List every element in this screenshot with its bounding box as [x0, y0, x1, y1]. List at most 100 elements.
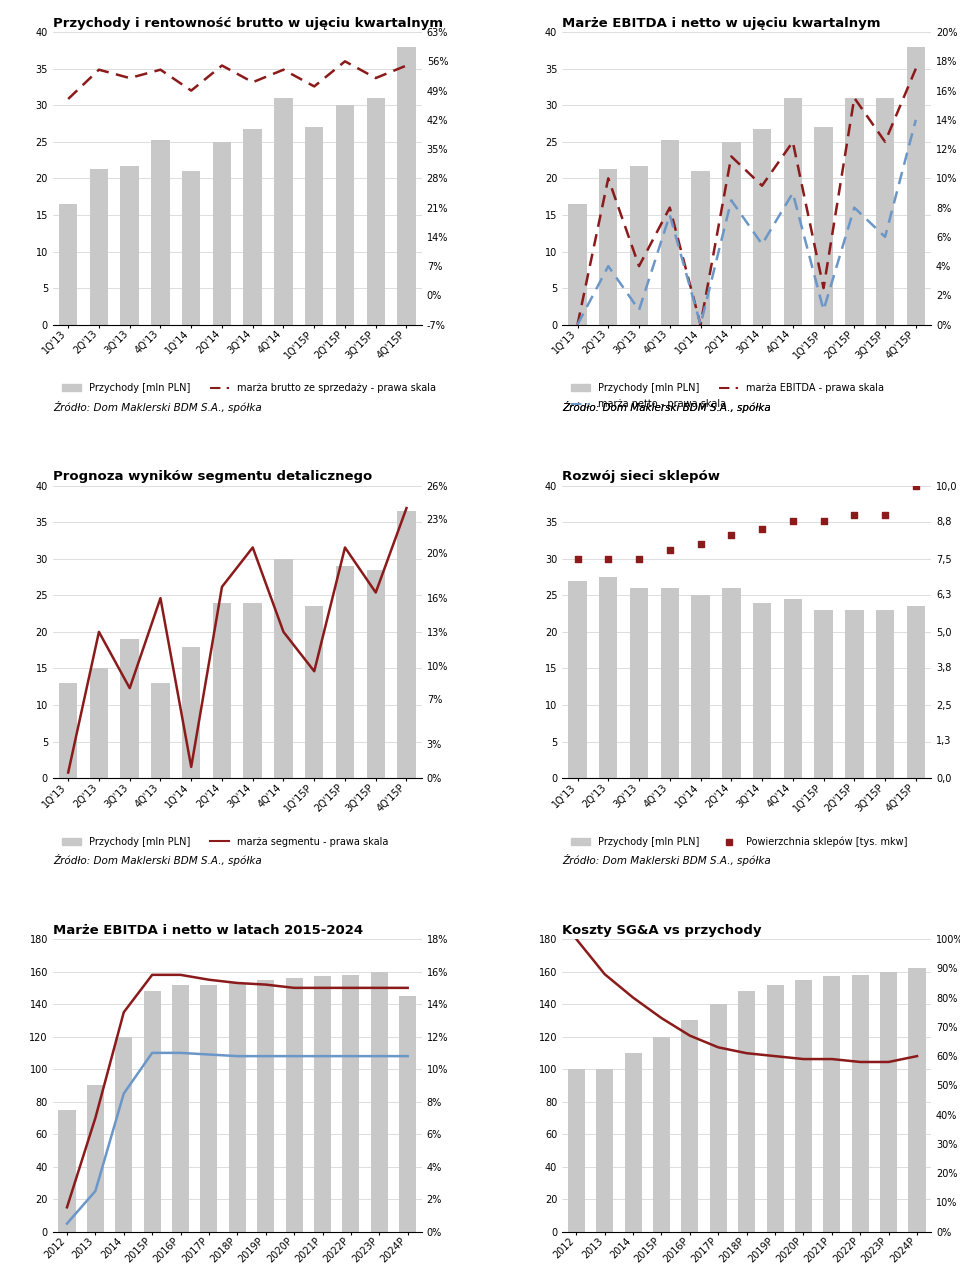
- Bar: [630, 588, 648, 779]
- Bar: [880, 971, 898, 1232]
- Point: [816, 511, 831, 531]
- Bar: [906, 607, 925, 779]
- Point: [908, 475, 924, 495]
- Bar: [59, 1110, 76, 1232]
- Bar: [182, 171, 201, 325]
- Bar: [814, 609, 832, 779]
- Legend: marża netto - prawa skala: marża netto - prawa skala: [567, 395, 731, 413]
- Text: Prognoza wyników segmentu detalicznego: Prognoza wyników segmentu detalicznego: [53, 470, 372, 482]
- Bar: [115, 1037, 132, 1232]
- Bar: [625, 1053, 641, 1232]
- Bar: [336, 105, 354, 325]
- Bar: [89, 668, 108, 779]
- Bar: [845, 98, 864, 325]
- Bar: [286, 978, 302, 1232]
- Bar: [314, 976, 331, 1232]
- Bar: [59, 204, 78, 325]
- Bar: [244, 603, 262, 779]
- Bar: [876, 98, 895, 325]
- Bar: [144, 990, 160, 1232]
- Bar: [568, 581, 587, 779]
- Bar: [660, 140, 679, 325]
- Bar: [783, 599, 802, 779]
- Bar: [738, 990, 756, 1232]
- Bar: [213, 603, 231, 779]
- Point: [632, 548, 647, 568]
- Bar: [305, 607, 324, 779]
- Point: [693, 534, 708, 554]
- Bar: [753, 603, 771, 779]
- Bar: [753, 130, 771, 325]
- Text: Źródło: Dom Maklerski BDM S.A., spółka: Źródło: Dom Maklerski BDM S.A., spółka: [563, 854, 771, 866]
- Bar: [244, 130, 262, 325]
- Point: [847, 504, 862, 525]
- Bar: [722, 142, 740, 325]
- Bar: [599, 577, 617, 779]
- Point: [755, 520, 770, 540]
- Bar: [766, 984, 783, 1232]
- Point: [724, 525, 739, 545]
- Bar: [814, 127, 832, 325]
- Bar: [367, 98, 385, 325]
- Bar: [120, 639, 139, 779]
- Bar: [568, 204, 587, 325]
- Bar: [343, 975, 359, 1232]
- Point: [570, 548, 586, 568]
- Text: Marże EBITDA i netto w ujęciu kwartalnym: Marże EBITDA i netto w ujęciu kwartalnym: [563, 17, 880, 30]
- Point: [785, 511, 801, 531]
- Bar: [172, 984, 189, 1232]
- Bar: [182, 647, 201, 779]
- Bar: [152, 683, 170, 779]
- Bar: [213, 142, 231, 325]
- Bar: [653, 1037, 670, 1232]
- Bar: [59, 683, 78, 779]
- Bar: [852, 975, 869, 1232]
- Bar: [152, 140, 170, 325]
- Bar: [567, 1069, 585, 1232]
- Point: [662, 540, 678, 561]
- Text: Przychody i rentowność brutto w ujęciu kwartalnym: Przychody i rentowność brutto w ujęciu k…: [53, 17, 443, 30]
- Legend: Przychody [mln PLN], marża segmentu - prawa skala: Przychody [mln PLN], marża segmentu - pr…: [58, 833, 392, 851]
- Bar: [845, 609, 864, 779]
- Text: Źródło: Dom Maklerski BDM S.A., spółka: Źródło: Dom Maklerski BDM S.A., spółka: [563, 400, 771, 413]
- Bar: [89, 169, 108, 325]
- Point: [601, 548, 616, 568]
- Bar: [630, 166, 648, 325]
- Bar: [228, 983, 246, 1232]
- Bar: [397, 511, 416, 779]
- Bar: [275, 558, 293, 779]
- Text: Źródło: Dom Maklerski BDM S.A., spółka: Źródło: Dom Maklerski BDM S.A., spółka: [53, 854, 261, 866]
- Bar: [120, 166, 139, 325]
- Bar: [399, 996, 417, 1232]
- Bar: [682, 1020, 698, 1232]
- Bar: [275, 98, 293, 325]
- Bar: [876, 609, 895, 779]
- Bar: [397, 46, 416, 325]
- Text: Rozwój sieci sklepów: Rozwój sieci sklepów: [563, 470, 720, 482]
- Bar: [599, 169, 617, 325]
- Bar: [305, 127, 324, 325]
- Text: Źródło: Dom Maklerski BDM S.A., spółka: Źródło: Dom Maklerski BDM S.A., spółka: [563, 400, 771, 413]
- Bar: [367, 570, 385, 779]
- Legend: Przychody [mln PLN], marża brutto ze sprzedaży - prawa skala: Przychody [mln PLN], marża brutto ze spr…: [58, 380, 440, 396]
- Text: Źródło: Dom Maklerski BDM S.A., spółka: Źródło: Dom Maklerski BDM S.A., spółka: [53, 400, 261, 413]
- Bar: [908, 969, 925, 1232]
- Bar: [824, 976, 840, 1232]
- Bar: [257, 980, 275, 1232]
- Bar: [795, 980, 812, 1232]
- Bar: [906, 46, 925, 325]
- Text: Koszty SG&A vs przychody: Koszty SG&A vs przychody: [563, 924, 761, 937]
- Bar: [691, 595, 709, 779]
- Bar: [660, 588, 679, 779]
- Legend: Przychody [mln PLN], marża EBITDA - prawa skala: Przychody [mln PLN], marża EBITDA - praw…: [567, 380, 888, 396]
- Bar: [336, 566, 354, 779]
- Bar: [691, 171, 709, 325]
- Text: Marże EBITDA i netto w latach 2015-2024: Marże EBITDA i netto w latach 2015-2024: [53, 924, 363, 937]
- Bar: [596, 1069, 613, 1232]
- Bar: [783, 98, 802, 325]
- Point: [877, 504, 893, 525]
- Bar: [709, 1005, 727, 1232]
- Bar: [371, 971, 388, 1232]
- Legend: Przychody [mln PLN], Powierzchnia sklepów [tys. mkw]: Przychody [mln PLN], Powierzchnia sklepó…: [567, 833, 912, 851]
- Bar: [201, 984, 218, 1232]
